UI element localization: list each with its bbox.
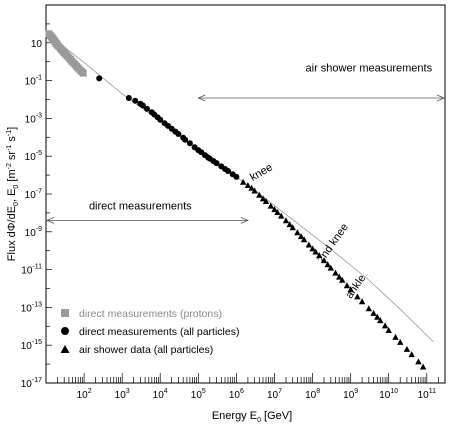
- y-axis-ticks: 10 10-1 10-3 10-5 10-7 10-9 10-11 10-13 10-15 10-…: [21, 24, 52, 390]
- data-point-air-shower: [245, 182, 251, 188]
- annotation-air-shower: air shower measurements: [306, 63, 433, 75]
- y-tick-label: 10-9: [25, 226, 42, 239]
- y-tick-label: 10-5: [25, 150, 42, 163]
- data-point-air-shower: [392, 334, 398, 340]
- legend-label-air-shower: air shower data (all particles): [79, 344, 213, 356]
- y-tick-label: 10-1: [25, 75, 42, 88]
- data-point-air-shower: [415, 358, 421, 364]
- data-point-all-particles: [175, 131, 181, 137]
- legend-label-protons: direct measurements (protons): [79, 308, 222, 320]
- data-point-air-shower: [382, 322, 388, 328]
- data-point-air-shower: [409, 351, 415, 357]
- data-point-all-particles: [96, 75, 102, 81]
- y-tick-label: 10-3: [25, 112, 42, 125]
- y-tick-label: 10-13: [21, 301, 42, 314]
- y-tick-label: 10: [31, 39, 43, 50]
- x-tick-label: 1010: [379, 388, 398, 401]
- data-point-air-shower: [366, 305, 372, 311]
- x-tick-label: 104: [153, 388, 168, 401]
- annotation-direct: direct measurements: [89, 201, 192, 213]
- annotations: air shower measurements direct measuremen…: [47, 63, 444, 301]
- fit-line: [46, 33, 434, 342]
- x-axis-ticks: 102 103 104 105 106 107 108 109 1010 1011: [46, 373, 445, 401]
- y-tick-label: 10-17: [21, 377, 42, 390]
- y-axis-title: Flux dΦ/dE0, E0 [m-2 sr-1 s-1]: [6, 127, 20, 261]
- y-tick-label: 10-15: [21, 339, 42, 352]
- annotation-knee: knee: [248, 161, 275, 183]
- data-point-all-particles: [233, 174, 239, 180]
- x-tick-label: 105: [191, 388, 206, 401]
- legend-label-all-particles: direct measurements (all particles): [79, 326, 239, 338]
- data-point-all-particles: [132, 98, 138, 104]
- x-tick-label: 106: [229, 388, 244, 401]
- data-point-protons: [80, 70, 87, 77]
- data-point-all-particles: [126, 95, 132, 101]
- x-tick-label: 1011: [418, 388, 436, 401]
- x-tick-label: 103: [115, 388, 130, 401]
- fit-line-group: [46, 33, 434, 342]
- data-point-air-shower: [240, 179, 246, 185]
- annotation-2nd-knee: 2nd knee: [315, 221, 351, 265]
- x-tick-label: 109: [343, 388, 358, 401]
- legend-marker-protons: [61, 309, 69, 317]
- legend-marker-air-shower: [61, 345, 70, 353]
- data-point-air-shower: [404, 346, 410, 352]
- legend: direct measurements (protons) direct mea…: [61, 308, 240, 356]
- data-point-all-particles: [182, 137, 188, 143]
- legend-marker-all-particles: [61, 327, 69, 335]
- x-axis-title: Energy E0 [GeV]: [212, 410, 292, 424]
- x-tick-label: 102: [77, 388, 92, 401]
- y-tick-label: 10-11: [21, 264, 42, 277]
- x-tick-label: 108: [305, 388, 320, 401]
- y-tick-label: 10-7: [25, 188, 42, 201]
- x-tick-label: 107: [267, 388, 282, 401]
- data-point-all-particles: [187, 140, 193, 146]
- data-point-air-shower: [306, 242, 312, 248]
